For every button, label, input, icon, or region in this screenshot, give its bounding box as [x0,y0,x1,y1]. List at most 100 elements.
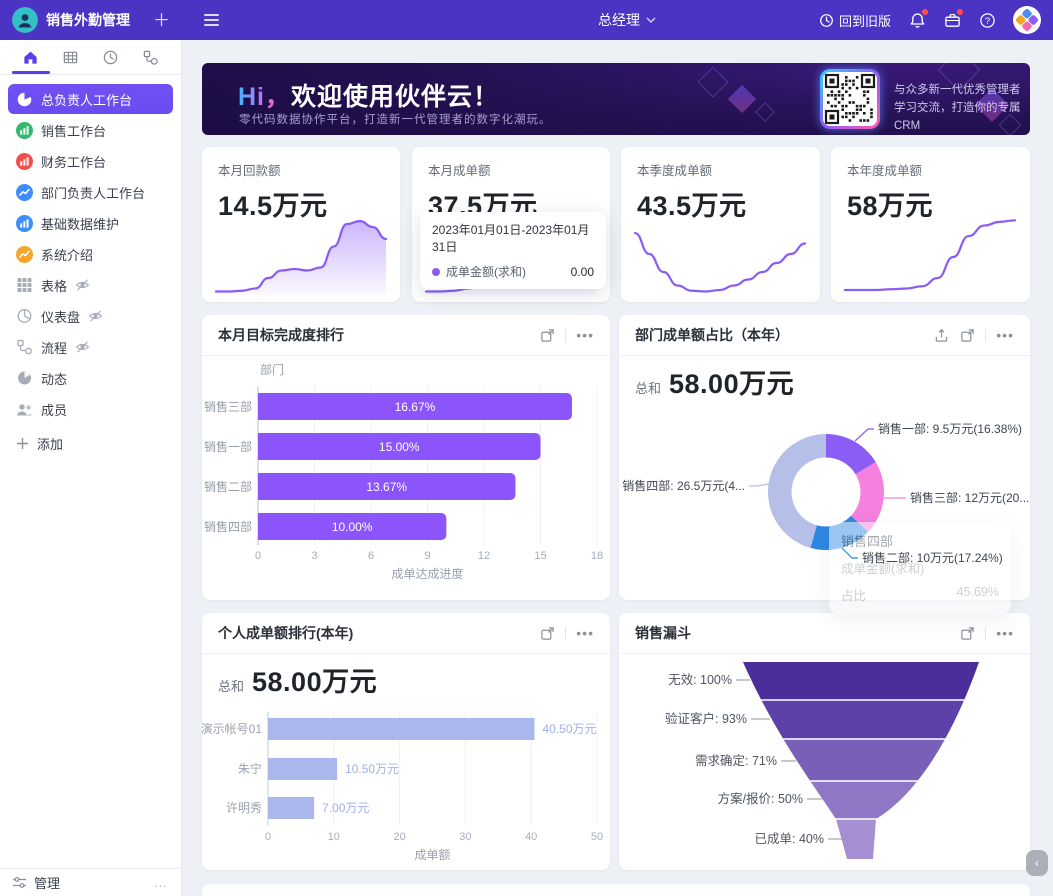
members-icon [17,403,33,415]
main-content: Hi，欢迎使用伙伴云！ 零代码数据协作平台，打造新一代管理者的数字化潮玩。 与众… [182,40,1053,896]
expand-icon[interactable] [539,327,555,343]
stat-card-monthly-payback[interactable]: 本月回款额 14.5万元 [202,147,400,302]
svg-text:30: 30 [459,831,471,843]
svg-text:成单额: 成单额 [414,848,450,862]
stat-card-monthly-deals[interactable]: 本月成单额 37.5万元 2023年01月01日-2023年01月31日 成单金… [412,147,610,302]
expand-icon[interactable] [539,625,555,641]
sidebar-item-label: 系统介绍 [41,247,94,263]
qr-code-image [823,72,877,126]
sidebar-item-system-intro[interactable]: 系统介绍 [8,239,173,269]
sidebar-item-base-data[interactable]: 基础数据维护 [8,208,173,238]
download-icon[interactable] [933,327,949,343]
svg-text:需求确定: 71%: 需求确定: 71% [695,753,777,768]
sidebar-item-sales-workspace[interactable]: 销售工作台 [8,115,173,145]
expand-icon[interactable] [959,625,975,641]
help-button[interactable]: ? [978,11,996,29]
sidebar-item-finance-workspace[interactable]: 财务工作台 [8,146,173,176]
bar-chart-red-icon [16,152,33,170]
qr-code [820,69,880,129]
manage-more-icon[interactable]: … [154,875,169,890]
sidebar-item-label: 成员 [41,402,68,418]
sidebar-item-label: 动态 [41,371,68,387]
panel-title: 本月目标完成度排行 [218,327,344,343]
tab-table[interactable] [53,40,87,74]
banner-greeting: Hi [238,83,265,111]
role-label: 总经理 [598,12,640,28]
tab-clock[interactable] [94,40,128,74]
svg-text:部门: 部门 [260,362,284,377]
back-to-old-version-button[interactable]: 回到旧版 [819,11,891,30]
grid-icon [17,278,32,292]
expand-icon[interactable] [959,327,975,343]
role-selector[interactable]: 总经理 [598,0,656,40]
banner-title: Hi，欢迎使用伙伴云！ [238,83,500,111]
sidebar-item-flows[interactable]: 流程 [8,332,173,362]
pinwheel-logo-icon [1016,9,1038,31]
svg-text:朱宁: 朱宁 [238,761,262,776]
sidebar-item-dept-workspace[interactable]: 部门负责人工作台 [8,177,173,207]
svg-text:10: 10 [328,831,340,843]
stat-title: 本年度成单额 [847,164,923,178]
briefcase-icon [944,13,960,27]
welcome-banner: Hi，欢迎使用伙伴云！ 零代码数据协作平台，打造新一代管理者的数字化潮玩。 与众… [202,63,1030,135]
activity-pie-icon [18,371,31,385]
topbar: 销售外勤管理 ＋ 总经理 回到旧版 [0,0,1053,40]
workbench-button[interactable] [943,9,963,29]
svg-text:15: 15 [534,550,546,562]
bar-chart-green-icon [16,121,33,139]
add-app-icon[interactable]: ＋ [153,10,170,30]
workflow-icon [144,50,159,65]
more-icon[interactable]: ••• [996,327,1014,343]
svg-text:已成单: 40%: 已成单: 40% [755,832,824,846]
more-icon[interactable]: ••• [996,625,1014,641]
sidebar-manage-label: 管理 [34,876,61,891]
stat-card-quarter-deals[interactable]: 本季度成单额 43.5万元 [621,147,820,302]
panel-body: 部门 0 3 6 9 12 15 18 销售三部 16.67% 销售一部 15.00% 销售二部 13.6… [202,356,610,605]
sidebar-item-members[interactable]: 成员 [8,394,173,424]
user-avatar[interactable] [1013,6,1041,34]
home-icon [23,51,37,64]
svg-text:销售三部: 销售三部 [204,399,252,414]
sidebar-item-label: 基础数据维护 [41,216,120,232]
total-line: 总和 58.00万元 [218,660,377,699]
svg-text:成单达成进度: 成单达成进度 [391,566,463,581]
active-tab-underline [12,71,50,74]
svg-text:0: 0 [265,831,271,843]
panel-header: 个人成单额排行(本年) ••• [202,613,610,654]
tooltip-date-range: 2023年01月01日-2023年01月31日 [432,223,590,254]
sparkline-line-chart [843,219,1017,292]
stat-title: 本月回款额 [218,164,281,178]
sidebar-add-button[interactable]: 添加 [8,428,173,458]
menu-toggle-icon[interactable] [204,14,219,26]
tab-workflow[interactable] [134,40,168,74]
sidebar-manage-button[interactable]: 管理 … [0,868,181,896]
stat-title: 本季度成单额 [637,164,713,178]
tab-home[interactable] [13,40,47,74]
app-logo[interactable] [12,7,38,33]
sidebar-item-tables[interactable]: 表格 [8,270,173,300]
line-chart-blue-icon [16,183,33,201]
panel-goal-ranking: 本月目标完成度排行 ••• 部门 0 3 6 9 12 15 18 销售三部 16.67% 销售一部… [202,315,610,600]
notifications-button[interactable] [908,9,928,29]
topbar-actions: 回到旧版 ? [819,0,1041,40]
goal-ranking-bar-chart[interactable]: 部门 0 3 6 9 12 15 18 销售三部 16.67% 销售一部 15.00% 销售二部 13.6… [202,356,610,600]
sidebar-item-dashboards[interactable]: 仪表盘 [8,301,173,331]
workbench-badge [957,9,963,15]
stat-card-year-deals[interactable]: 本年度成单额 58万元 [831,147,1030,302]
sidebar-item-activity[interactable]: 动态 [8,363,173,393]
sidebar-item-label: 总负责人工作台 [41,92,133,108]
panel-body: 总和 58.00万元 销售四部 成单金额(求和) 占比 45.69% 销售一部:… [619,356,1030,613]
panel-header: 部门成单额占比（本年） ••• [619,315,1030,356]
more-icon[interactable]: ••• [576,327,594,343]
more-icon[interactable]: ••• [576,625,594,641]
clock-icon [103,50,118,64]
collapse-handle[interactable]: ‹ [1026,850,1048,876]
stat-title: 本月成单额 [428,164,491,178]
sales-funnel-chart[interactable]: 无效: 100% 验证客户: 93% 需求确定: 71% 方案/报价: 50% 已成单:… [619,654,1030,870]
sidebar-item-label: 流程 [41,340,68,356]
sidebar-item-gm-workspace[interactable]: 总负责人工作台 [8,84,173,114]
line-chart-orange-icon [16,245,33,263]
panel-personal-ranking: 个人成单额排行(本年) ••• 总和 58.00万元 0 10 20 30 40 50 演示… [201,613,610,870]
total-label: 总和 [635,381,662,396]
